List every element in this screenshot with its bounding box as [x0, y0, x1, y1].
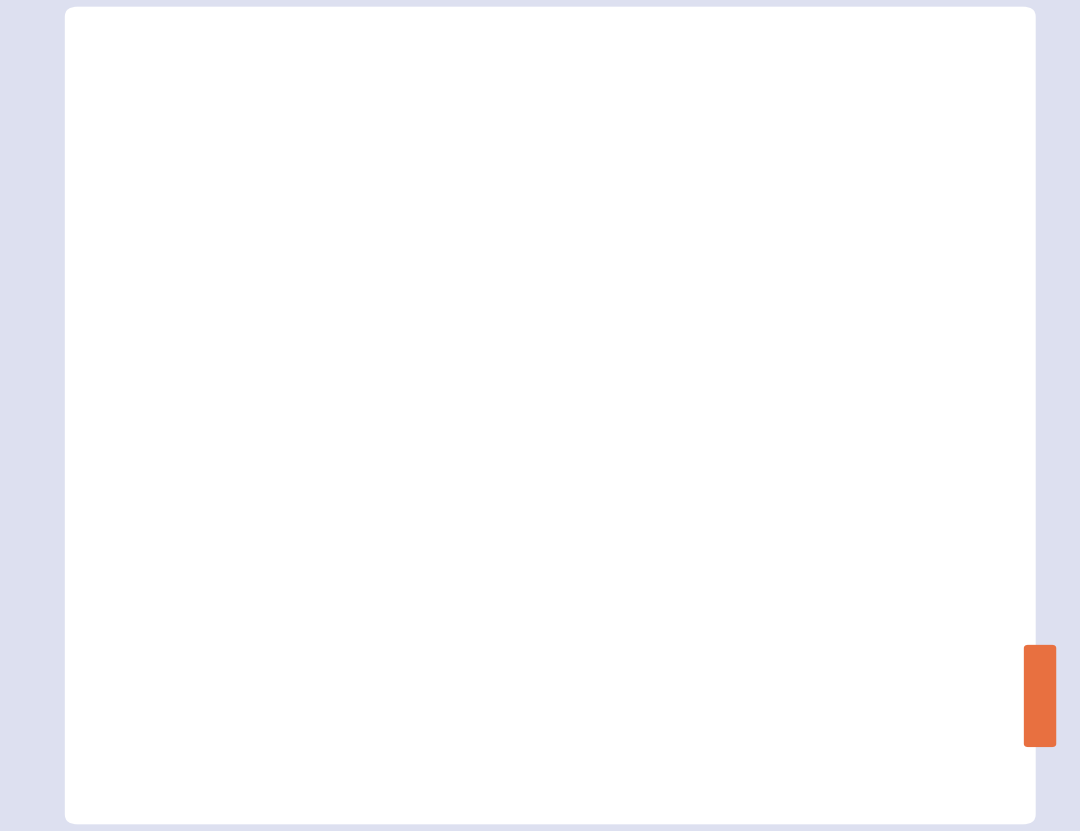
Text: motion of conductor: motion of conductor — [195, 458, 562, 492]
Text: finger is used to show the direction: finger is used to show the direction — [114, 138, 850, 180]
Text: In Fleming’s left-hand rule, middle: In Fleming’s left-hand rule, middle — [114, 60, 831, 102]
Text: magnetic field: magnetic field — [195, 678, 454, 712]
Text: electic current: electic current — [195, 348, 455, 382]
Text: of: of — [114, 216, 156, 258]
Text: All of the answers: All of the answers — [195, 568, 517, 602]
